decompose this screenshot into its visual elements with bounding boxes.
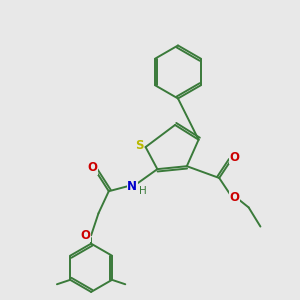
Text: O: O (87, 161, 97, 174)
Text: O: O (230, 190, 239, 204)
Text: O: O (230, 151, 239, 164)
Text: O: O (81, 229, 91, 242)
Text: H: H (140, 186, 147, 196)
Text: N: N (127, 180, 137, 193)
Text: S: S (135, 139, 143, 152)
